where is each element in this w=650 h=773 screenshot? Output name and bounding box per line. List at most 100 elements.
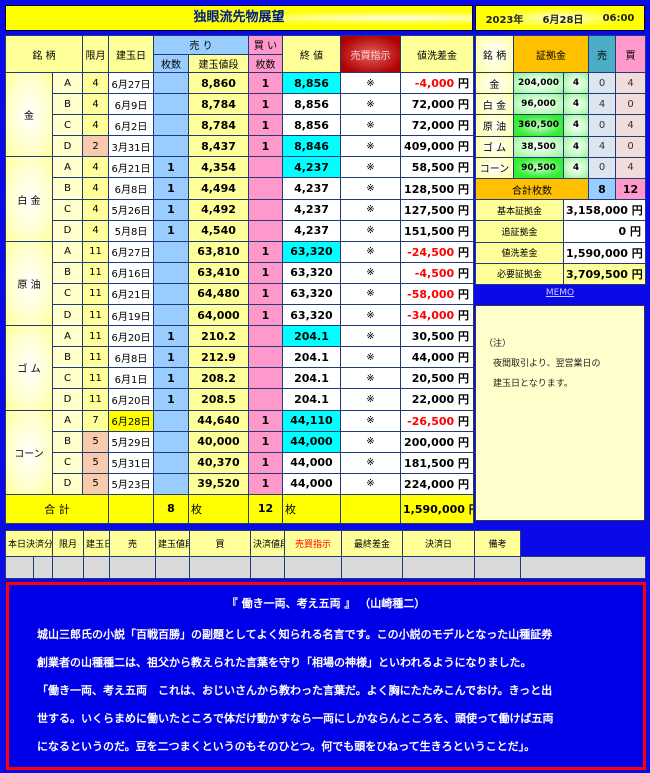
total-sell: 8 bbox=[153, 493, 189, 524]
commodity-name: コーン bbox=[475, 156, 514, 179]
settle-cell[interactable] bbox=[341, 556, 404, 579]
instruction-cell[interactable]: ※ bbox=[340, 451, 401, 474]
close-price: 63,320 bbox=[282, 240, 341, 263]
settle-cell[interactable] bbox=[83, 556, 111, 579]
settle-cell[interactable] bbox=[32, 556, 54, 579]
buy-qty: 1 bbox=[248, 304, 283, 327]
diff-value: -4,500 bbox=[414, 266, 455, 280]
commodity-name: 金 bbox=[5, 71, 53, 158]
side-header-buy: 買 bbox=[615, 35, 646, 73]
instruction-cell[interactable]: ※ bbox=[340, 409, 401, 432]
instruction-cell[interactable]: ※ bbox=[340, 198, 401, 221]
memo-link[interactable]: MEMO bbox=[545, 288, 575, 298]
diff-value: 22,000 bbox=[411, 393, 455, 407]
diff-value: -26,500 bbox=[407, 414, 455, 428]
header-date: 建玉日 bbox=[108, 35, 154, 73]
contract-month: 11 bbox=[82, 388, 109, 411]
buy-qty bbox=[248, 367, 283, 390]
margin-value: 360,500 bbox=[513, 114, 564, 137]
sell-qty bbox=[153, 282, 189, 306]
contract-id: C bbox=[52, 451, 83, 474]
quote-title: 『 働き一両、考え五両 』 （山崎種二） bbox=[226, 597, 426, 610]
settle-cell[interactable] bbox=[520, 556, 647, 579]
yen-unit: 円 bbox=[458, 98, 469, 112]
open-date: 6月9日 bbox=[108, 93, 154, 116]
diff-value: 409,000 bbox=[404, 140, 455, 154]
contract-month: 4 bbox=[82, 93, 109, 116]
memo-line: 夜間取引より、翌営業日の bbox=[484, 359, 601, 369]
instruction-cell[interactable]: ※ bbox=[340, 93, 401, 116]
instruction-cell[interactable]: ※ bbox=[340, 367, 401, 390]
instruction-cell[interactable]: ※ bbox=[340, 304, 401, 327]
summary-row: 値洗差金 1,590,000 円 bbox=[475, 241, 646, 264]
settle-cell[interactable] bbox=[5, 556, 34, 579]
settle-cell[interactable] bbox=[189, 556, 252, 579]
side-header-sell: 売 bbox=[588, 35, 616, 73]
settle-cell[interactable] bbox=[402, 556, 476, 579]
open-price: 40,370 bbox=[188, 451, 249, 474]
contract-id: B bbox=[52, 93, 83, 116]
yen-unit: 円 bbox=[458, 393, 469, 407]
open-price: 208.2 bbox=[188, 367, 249, 390]
settle-cell[interactable] bbox=[52, 556, 85, 579]
instruction-cell[interactable]: ※ bbox=[340, 346, 401, 369]
instruction-cell[interactable]: ※ bbox=[340, 156, 401, 179]
side-total-label: 合計枚数 bbox=[475, 177, 589, 201]
yen-unit: 円 bbox=[458, 140, 469, 154]
summary-value: 3,158,000 bbox=[566, 204, 628, 218]
quote-line: 創業者の山種種二は、祖父から教えられた言葉を守り「相場の神様」といわれるようにな… bbox=[37, 656, 532, 669]
sell-qty: 1 bbox=[153, 325, 189, 348]
instruction-cell[interactable]: ※ bbox=[340, 71, 401, 95]
contract-month: 4 bbox=[82, 71, 109, 95]
summary-value: 3,709,500 bbox=[566, 267, 628, 281]
diff-value: 72,000 bbox=[411, 98, 455, 112]
open-price: 8,860 bbox=[188, 71, 249, 95]
instruction-cell[interactable]: ※ bbox=[340, 430, 401, 453]
instruction-cell[interactable]: ※ bbox=[340, 388, 401, 411]
sell-count: 4 bbox=[588, 93, 616, 116]
open-date: 6月27日 bbox=[108, 240, 154, 263]
settle-cell[interactable] bbox=[474, 556, 522, 579]
open-date: 6月16日 bbox=[108, 261, 154, 284]
instruction-cell[interactable]: ※ bbox=[340, 219, 401, 242]
table-row: D 2 3月31日 8,437 1 8,846 ※ 409,000 円 bbox=[6, 135, 474, 158]
instruction-cell[interactable]: ※ bbox=[340, 325, 401, 348]
quote-line: になるというのだ。豆を二つまくというのもそのひとつ。何でも頭をひねって生きろとい… bbox=[37, 740, 536, 753]
sell-qty bbox=[153, 409, 189, 432]
sell-count: 0 bbox=[588, 71, 616, 95]
instruction-cell[interactable]: ※ bbox=[340, 114, 401, 137]
close-price: 44,000 bbox=[282, 451, 341, 474]
buy-qty bbox=[248, 177, 283, 200]
instruction-cell[interactable]: ※ bbox=[340, 282, 401, 306]
settle-cell[interactable] bbox=[284, 556, 343, 579]
buy-qty: 1 bbox=[248, 472, 283, 495]
sell-qty: 1 bbox=[153, 177, 189, 200]
contract-id: C bbox=[52, 282, 83, 306]
contract-month: 4 bbox=[82, 156, 109, 179]
close-price: 204.1 bbox=[282, 388, 341, 411]
yen-unit: 円 bbox=[458, 287, 469, 301]
instruction-cell[interactable]: ※ bbox=[340, 472, 401, 495]
margin-value: 90,500 bbox=[513, 156, 564, 179]
settle-cell[interactable] bbox=[155, 556, 191, 579]
yen-unit: 円 bbox=[458, 372, 469, 386]
buy-qty bbox=[248, 325, 283, 348]
contract-id: B bbox=[52, 177, 83, 200]
instruction-cell[interactable]: ※ bbox=[340, 261, 401, 284]
sell-count: 0 bbox=[588, 156, 616, 179]
summary-row: 追証拠金 0 円 bbox=[475, 220, 646, 243]
sell-qty bbox=[153, 472, 189, 495]
close-price: 204.1 bbox=[282, 346, 341, 369]
settle-cell[interactable] bbox=[109, 556, 157, 579]
sell-qty: 1 bbox=[153, 367, 189, 390]
instruction-cell[interactable]: ※ bbox=[340, 135, 401, 158]
close-price: 4,237 bbox=[282, 177, 341, 200]
contract-month: 11 bbox=[82, 261, 109, 284]
commodity-name: 白 金 bbox=[5, 156, 53, 242]
contract-id: D bbox=[52, 472, 83, 495]
table-row: 原 油 A 11 6月27日 63,810 1 63,320 ※ -24,500 円 bbox=[5, 240, 474, 327]
instruction-cell[interactable]: ※ bbox=[340, 177, 401, 200]
settle-cell[interactable] bbox=[250, 556, 286, 579]
header-diff: 値洗差金 bbox=[400, 35, 474, 73]
instruction-cell[interactable]: ※ bbox=[340, 240, 401, 263]
